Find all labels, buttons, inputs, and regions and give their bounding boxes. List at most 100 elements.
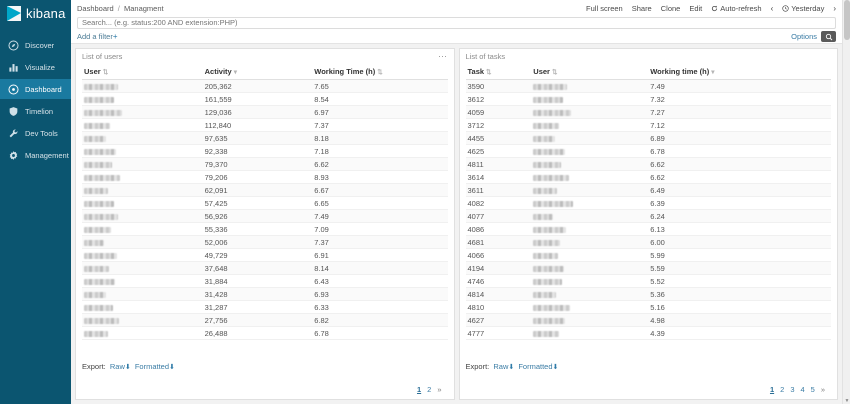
- time-prev-button[interactable]: ‹: [770, 3, 774, 13]
- tasks-table: Task ⇅ User ⇅ Working time (h) ▾ 3590 7.49 3: [465, 63, 831, 340]
- column-label: Task: [467, 67, 485, 76]
- working-time-cell: 6.24: [648, 209, 831, 223]
- table-row[interactable]: 97,635 8.18: [82, 131, 448, 145]
- table-row[interactable]: 161,559 8.54: [82, 92, 448, 106]
- table-row[interactable]: 27,756 6.82: [82, 313, 448, 327]
- scrollbar-thumb[interactable]: [844, 0, 850, 40]
- page-link-1[interactable]: 1: [769, 385, 775, 394]
- time-range-button[interactable]: Yesterday: [782, 4, 824, 13]
- table-row[interactable]: 37,648 8.14: [82, 261, 448, 275]
- ellipsis-icon[interactable]: ⋯: [438, 51, 448, 61]
- column-header-task[interactable]: Task ⇅: [465, 63, 532, 80]
- table-row[interactable]: 4086 6.13: [465, 222, 831, 236]
- table-row[interactable]: 3612 7.32: [465, 92, 831, 106]
- page-next-button[interactable]: »: [437, 385, 442, 394]
- table-row[interactable]: 79,370 6.62: [82, 157, 448, 171]
- table-row[interactable]: 4746 5.52: [465, 274, 831, 288]
- export-raw-link[interactable]: Raw: [109, 362, 125, 371]
- table-row[interactable]: 52,006 7.37: [82, 235, 448, 249]
- page-link-2[interactable]: 2: [780, 385, 785, 394]
- auto-refresh-button[interactable]: Auto-refresh: [711, 4, 762, 13]
- table-row[interactable]: 31,287 6.33: [82, 300, 448, 314]
- search-submit-button[interactable]: [821, 31, 836, 42]
- table-row[interactable]: 4077 6.24: [465, 209, 831, 223]
- page-link-4[interactable]: 4: [800, 385, 805, 394]
- page-link-5[interactable]: 5: [810, 385, 815, 394]
- redaction-bar: [533, 317, 566, 324]
- table-row[interactable]: 62,091 6.67: [82, 183, 448, 197]
- sidebar-item-visualize[interactable]: Visualize: [0, 57, 71, 77]
- table-row[interactable]: 56,926 7.49: [82, 209, 448, 223]
- table-row[interactable]: 92,338 7.18: [82, 144, 448, 158]
- table-row[interactable]: 129,036 6.97: [82, 105, 448, 119]
- page-scrollbar[interactable]: ▲ ▼: [842, 0, 850, 404]
- column-header-activity[interactable]: Activity ▾: [202, 63, 313, 80]
- page-next-button[interactable]: »: [820, 385, 825, 394]
- export-formatted-link[interactable]: Formatted: [518, 362, 553, 371]
- page-link-3[interactable]: 3: [790, 385, 795, 394]
- table-row[interactable]: 26,488 6.78: [82, 326, 448, 340]
- working-time-cell: 6.49: [648, 183, 831, 197]
- table-row[interactable]: 112,840 7.37: [82, 118, 448, 132]
- table-row[interactable]: 4066 5.99: [465, 248, 831, 262]
- user-cell-redacted: [82, 196, 203, 210]
- full-screen-button[interactable]: Full screen: [586, 3, 623, 13]
- table-row[interactable]: 3611 6.49: [465, 183, 831, 197]
- sidebar-item-discover[interactable]: Discover: [0, 35, 71, 55]
- table-row[interactable]: 57,425 6.65: [82, 196, 448, 210]
- user-cell-redacted: [531, 313, 649, 327]
- sidebar-item-timelion[interactable]: Timelion: [0, 101, 71, 121]
- page-link-2[interactable]: 2: [427, 385, 432, 394]
- table-row[interactable]: 4625 6.78: [465, 144, 831, 158]
- user-cell-redacted: [82, 248, 203, 262]
- scroll-down-icon[interactable]: ▼: [844, 398, 850, 404]
- column-header-working-time[interactable]: Working time (h) ▾: [648, 63, 831, 80]
- add-filter-button[interactable]: Add a filter+: [77, 32, 118, 41]
- panel-list-of-tasks: List of tasks Task ⇅ User ⇅: [458, 48, 838, 400]
- redaction-bar: [533, 213, 554, 220]
- options-button[interactable]: Options: [791, 32, 817, 41]
- sidebar-item-dev-tools[interactable]: Dev Tools: [0, 123, 71, 143]
- column-header-working-time[interactable]: Working Time (h) ⇅: [312, 63, 448, 80]
- breadcrumb-root[interactable]: Dashboard: [77, 3, 114, 13]
- table-row[interactable]: 55,336 7.09: [82, 222, 448, 236]
- table-row[interactable]: 4777 4.39: [465, 326, 831, 340]
- search-input[interactable]: [77, 16, 836, 29]
- table-row[interactable]: 4627 4.98: [465, 313, 831, 327]
- time-next-button[interactable]: ›: [833, 3, 836, 13]
- table-row[interactable]: 3712 7.12: [465, 118, 831, 132]
- share-button[interactable]: Share: [631, 3, 652, 13]
- working-time-cell: 5.52: [648, 274, 831, 288]
- table-row[interactable]: 31,884 6.43: [82, 274, 448, 288]
- export-raw-link[interactable]: Raw: [493, 362, 509, 371]
- column-header-user[interactable]: User ⇅: [531, 63, 649, 80]
- table-row[interactable]: 49,729 6.91: [82, 248, 448, 262]
- table-row[interactable]: 4455 6.89: [465, 131, 831, 145]
- table-row[interactable]: 4810 5.16: [465, 300, 831, 314]
- page-link-1[interactable]: 1: [416, 385, 422, 394]
- table-header-row: User ⇅ Activity ▾ Working Time (h) ⇅: [82, 63, 448, 80]
- table-row[interactable]: 4681 6.00: [465, 235, 831, 249]
- table-row[interactable]: 79,206 8.93: [82, 170, 448, 184]
- sort-indicator-icon: ⇅: [102, 69, 109, 76]
- table-row[interactable]: 4059 7.27: [465, 105, 831, 119]
- brand[interactable]: kibana: [0, 0, 71, 26]
- table-row[interactable]: 4814 5.36: [465, 287, 831, 301]
- table-row[interactable]: 3614 6.62: [465, 170, 831, 184]
- sidebar-item-dashboard[interactable]: Dashboard: [0, 79, 71, 99]
- table-row[interactable]: 4194 5.59: [465, 261, 831, 275]
- download-icon: ⬇: [169, 364, 175, 371]
- table-row[interactable]: 4082 6.39: [465, 196, 831, 210]
- working-time-cell: 6.65: [312, 196, 448, 210]
- user-cell-redacted: [531, 105, 649, 119]
- column-header-user[interactable]: User ⇅: [82, 63, 203, 80]
- table-row[interactable]: 205,362 7.65: [82, 79, 448, 93]
- table-row[interactable]: 31,428 6.93: [82, 287, 448, 301]
- export-formatted-link[interactable]: Formatted: [134, 362, 170, 371]
- table-row[interactable]: 4811 6.62: [465, 157, 831, 171]
- clone-button[interactable]: Clone: [660, 3, 681, 13]
- table-row[interactable]: 3590 7.49: [465, 79, 831, 93]
- edit-button[interactable]: Edit: [689, 3, 703, 13]
- task-cell: 4777: [465, 326, 532, 340]
- sidebar-item-management[interactable]: Management: [0, 145, 71, 165]
